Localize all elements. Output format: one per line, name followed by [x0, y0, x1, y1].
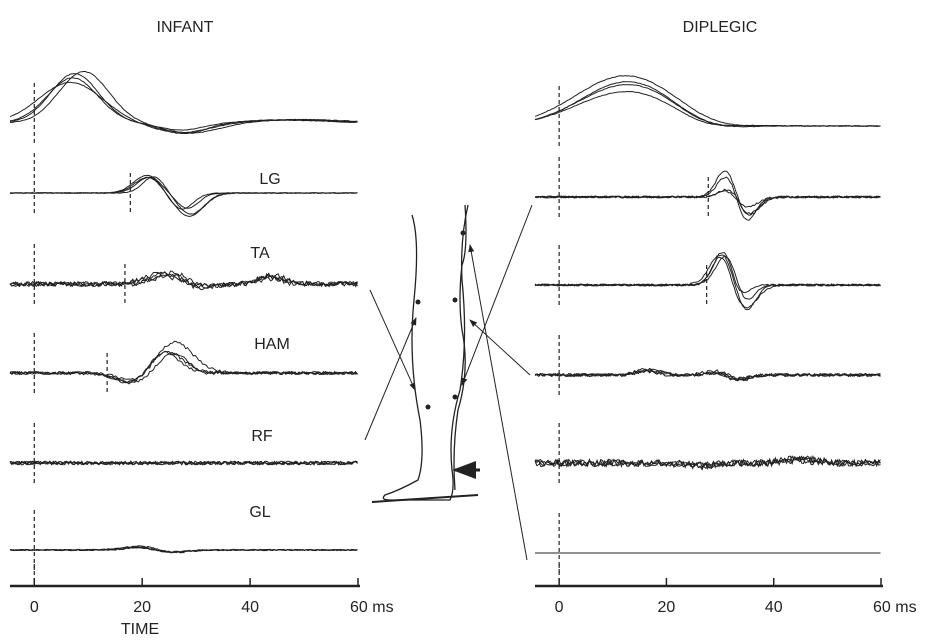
trace — [534, 84, 881, 127]
trace — [534, 254, 881, 311]
trace — [9, 271, 358, 291]
tick-label: 20 — [658, 599, 676, 616]
trace — [9, 71, 358, 134]
axis-label: TIME — [121, 621, 159, 638]
trace — [534, 252, 881, 294]
trace — [9, 350, 358, 384]
tick-label: 0 — [30, 599, 39, 616]
trace — [534, 455, 881, 470]
trace — [534, 81, 881, 128]
tick-label: 60 ms — [350, 599, 394, 616]
trace — [9, 340, 358, 384]
row-label: LG — [259, 171, 280, 188]
trace — [534, 255, 881, 300]
trace — [9, 73, 358, 134]
trace — [9, 350, 358, 381]
arrows — [364, 204, 533, 561]
panel-title: INFANT — [157, 19, 214, 36]
tick-label: 40 — [241, 599, 259, 616]
trace — [534, 369, 881, 382]
trace — [9, 546, 358, 554]
trace — [9, 77, 358, 131]
trace — [9, 460, 358, 466]
tick-label: 0 — [555, 599, 564, 616]
trace — [9, 174, 358, 209]
trace — [9, 271, 358, 289]
trace — [534, 256, 881, 309]
leg-drawing — [371, 204, 480, 503]
trace — [10, 176, 358, 210]
trace — [9, 81, 358, 133]
row-label: TA — [250, 245, 270, 262]
tick-label: 60 ms — [873, 599, 917, 616]
row-label: GL — [249, 504, 270, 521]
tick-label: 20 — [133, 599, 151, 616]
panel-title: DIPLEGIC — [683, 19, 758, 36]
tick-label: 40 — [765, 599, 783, 616]
row-label: HAM — [254, 336, 290, 353]
trace — [9, 352, 358, 385]
row-label: RF — [251, 428, 273, 445]
